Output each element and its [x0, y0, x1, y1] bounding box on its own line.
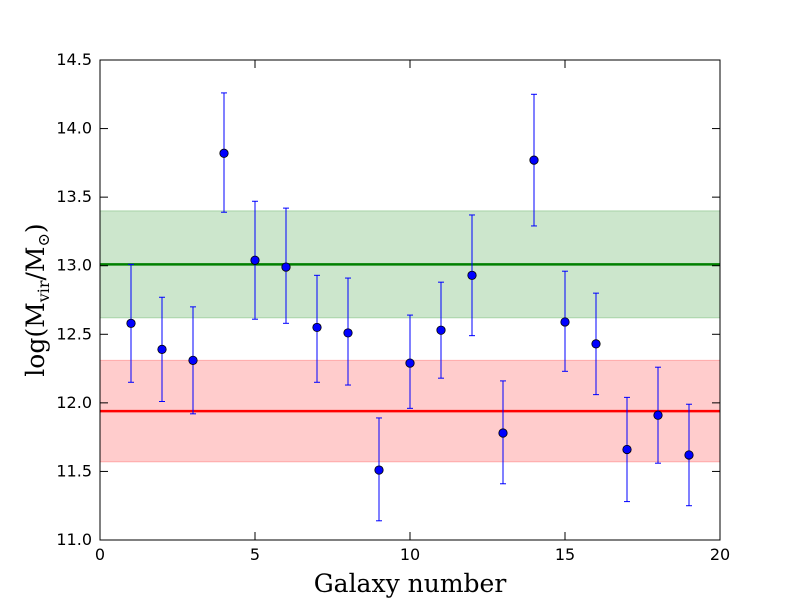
data-point-14	[529, 155, 539, 165]
data-point-7	[312, 322, 322, 333]
data-point-9	[374, 465, 384, 475]
y-tick-label-13.5: 13.5	[56, 187, 92, 206]
y-tick-label-11: 11.0	[56, 530, 92, 549]
data-point-3	[188, 355, 198, 365]
y-tick-label-11.5: 11.5	[56, 461, 92, 480]
data-point-18	[653, 410, 663, 420]
data-point-16	[591, 339, 601, 349]
y-tick-label-12: 12.0	[56, 393, 92, 412]
x-tick-label-0: 0	[95, 545, 105, 564]
data-point-19	[684, 450, 694, 460]
data-point-8	[343, 328, 353, 338]
y-axis-label-sub1: vir	[34, 280, 53, 303]
y-axis-label-middle: /M	[21, 246, 50, 280]
y-tick-label-12.5: 12.5	[56, 324, 92, 343]
data-point-17	[622, 444, 632, 455]
x-tick-label-10: 10	[400, 545, 420, 564]
points-layer	[126, 148, 694, 475]
data-point-15	[560, 317, 570, 327]
y-axis-label-prefix: log(M	[21, 302, 50, 376]
data-point-10	[405, 358, 415, 368]
data-point-1	[126, 318, 136, 328]
x-tick-label-20: 20	[710, 545, 730, 564]
data-point-4	[219, 148, 229, 158]
data-point-2	[157, 344, 167, 354]
y-axis-label-suffix: )	[21, 223, 50, 233]
x-axis-label: Galaxy number	[314, 569, 507, 598]
x-tick-label-5: 5	[250, 545, 260, 564]
data-point-12	[467, 270, 477, 280]
data-point-5	[250, 255, 260, 265]
y-tick-label-14: 14.0	[56, 119, 92, 138]
y-axis-label: log(Mvir/M⊙)	[21, 223, 53, 376]
mean-lines-layer	[100, 263, 720, 413]
y-axis-label-sub2: ⊙	[34, 233, 53, 246]
x-tick-label-15: 15	[555, 545, 575, 564]
data-point-13	[498, 428, 508, 438]
y-tick-label-13: 13.0	[56, 256, 92, 275]
ticks-layer: 0 5 10 15 20 11.0 11.5 12.0 12.5 13.0 13.5 14.0 14.5	[56, 50, 730, 564]
data-point-6	[281, 262, 291, 272]
y-tick-label-14.5: 14.5	[56, 50, 92, 69]
data-point-11	[436, 325, 446, 335]
